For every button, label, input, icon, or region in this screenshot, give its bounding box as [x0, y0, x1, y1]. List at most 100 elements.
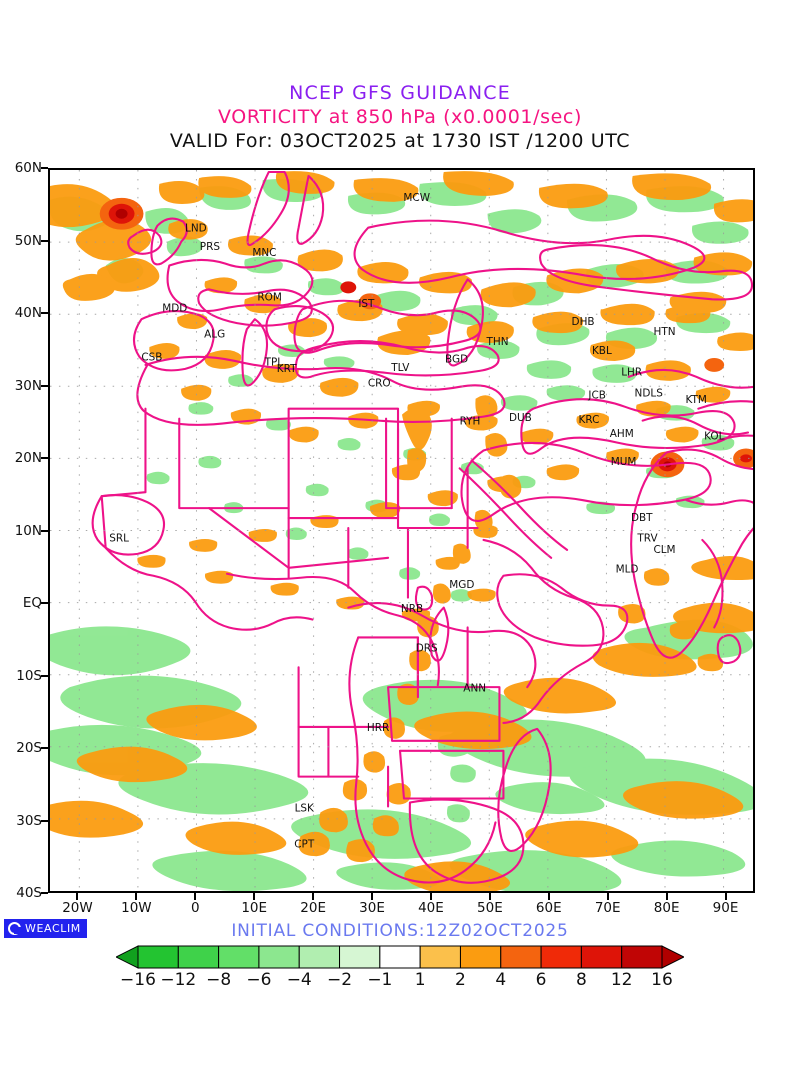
colorbar-tick-label: 1	[414, 970, 426, 990]
y-axis-label: 40S	[16, 885, 42, 901]
x-axis-tick	[371, 893, 374, 900]
x-axis-tick	[76, 893, 79, 900]
city-code-label: SRL	[109, 532, 129, 544]
colorbar-tick-labels: −16 −12 −8 −6 −4 −2 −1 1 2 4 6 8 12 16	[116, 970, 684, 992]
city-code-label: HTN	[653, 326, 675, 338]
y-axis-tick	[41, 167, 48, 169]
colorbar-swatch	[621, 945, 663, 969]
city-code-label: HRR	[367, 722, 389, 734]
weaclim-branding-badge[interactable]: WEACLIM	[4, 919, 87, 938]
colorbar-swatch	[459, 945, 502, 969]
initial-conditions-label: INITIAL CONDITIONS:12Z02OCT2025	[231, 921, 569, 941]
colorbar-swatch	[298, 945, 341, 969]
city-code-label: AHM	[610, 428, 634, 440]
y-axis-label: 30S	[16, 812, 42, 829]
x-axis-label: 90E	[712, 900, 739, 916]
city-code-label: TLV	[390, 362, 410, 374]
colorbar-swatch	[580, 945, 623, 969]
colorbar-swatch	[540, 945, 582, 969]
city-code-label: DUB	[509, 412, 532, 424]
city-code-label: CRO	[368, 377, 391, 389]
colorbar-tick-label: −8	[206, 970, 232, 990]
colorbar-under-arrow	[116, 945, 139, 969]
colorbar-swatch	[500, 945, 542, 969]
city-code-label: ROM	[257, 291, 281, 303]
colorbar-swatch	[258, 945, 300, 969]
x-axis-label: 20W	[62, 900, 93, 916]
y-axis-tick	[41, 529, 48, 532]
x-axis-label: 60E	[535, 900, 562, 916]
y-axis-label: EQ	[22, 595, 42, 611]
y-axis-label: 50N	[14, 232, 42, 249]
colorbar-tick-label: 16	[651, 970, 673, 990]
weaclim-ring-logo-icon	[8, 922, 21, 935]
x-axis-tick	[665, 893, 668, 900]
vorticity-colorbar[interactable]	[116, 944, 684, 970]
y-axis-tick	[41, 384, 48, 387]
colorbar-tick-label: −12	[160, 970, 197, 990]
colorbar-swatch	[177, 945, 220, 969]
city-code-label: MNC	[252, 247, 276, 259]
y-axis-label: 10S	[16, 667, 42, 684]
colorbar-tick-label: −4	[286, 970, 312, 990]
y-axis-label: 20S	[16, 740, 42, 756]
y-axis-tick	[41, 312, 48, 314]
x-axis-label: 10E	[241, 900, 268, 916]
x-axis-tick	[547, 893, 550, 900]
map-plot-area[interactable]: MCW LND PRS MNC ROM IST MDD ALG CSB TPL KRT TLV CRO T…	[48, 168, 755, 893]
x-axis-label: 10W	[121, 900, 152, 916]
colorbar-swatch	[137, 945, 179, 969]
weaclim-brand-label: WEACLIM	[25, 922, 81, 935]
city-code-label: KRC	[578, 414, 599, 426]
colorbar-tick-label: 6	[535, 970, 547, 990]
city-code-label: MCW	[403, 192, 430, 204]
city-code-label: THN	[486, 336, 509, 348]
x-axis-label: 80E	[653, 900, 680, 916]
city-code-label: MGD	[449, 579, 474, 591]
city-code-label: ALG	[204, 328, 225, 340]
y-axis-label: 60N	[14, 160, 42, 176]
x-axis-tick	[429, 893, 432, 900]
y-axis-label: 40N	[14, 305, 42, 321]
colorbar-tick-label: 4	[495, 970, 507, 990]
x-axis-label: 0	[190, 900, 200, 916]
city-code-label: ANN	[463, 682, 486, 694]
city-code-label: DBT	[631, 512, 653, 524]
colorbar-tick-label: −2	[327, 970, 353, 990]
x-axis-tick	[135, 893, 138, 900]
city-code-label: LHR	[621, 366, 642, 378]
city-code-label: TRV	[636, 532, 658, 544]
colorbar-tick-label: −1	[367, 970, 393, 990]
x-axis-label: 30E	[359, 900, 385, 916]
city-code-label: CPT	[294, 839, 315, 851]
colorbar-swatches	[116, 945, 684, 969]
city-code-label: MDD	[162, 302, 187, 314]
colorbar-tick-label: −16	[120, 970, 156, 990]
city-code-label: JCB	[587, 390, 606, 402]
city-code-label: NRB	[401, 603, 423, 615]
x-axis-label: 50E	[477, 900, 503, 916]
y-axis-tick	[41, 602, 48, 604]
colorbar-tick-label: 8	[575, 970, 587, 990]
x-axis-tick	[488, 893, 491, 900]
chart-title-block: NCEP GFS GUIDANCE VORTICITY at 850 hPa (…	[0, 82, 800, 153]
city-code-label: KOL	[704, 431, 724, 443]
city-code-label: RYH	[460, 415, 481, 427]
city-code-label: IST	[358, 298, 375, 310]
chart-valid-time: VALID For: 03OCT2025 at 1730 IST /1200 U…	[169, 130, 631, 152]
y-axis-tick	[41, 892, 48, 894]
city-code-label: DRS	[416, 643, 438, 655]
page-title: NCEP GFS GUIDANCE	[289, 82, 511, 104]
x-axis-label: 20E	[300, 900, 326, 916]
city-code-label: NDLS	[635, 387, 664, 399]
x-axis-tick	[724, 893, 727, 900]
y-axis-label: 30N	[14, 377, 42, 394]
y-axis-tick	[41, 819, 48, 822]
y-axis-label: 20N	[14, 450, 42, 466]
city-code-label: PRS	[200, 241, 221, 253]
colorbar-swatch	[379, 945, 421, 969]
city-code-label: KBL	[592, 345, 612, 357]
